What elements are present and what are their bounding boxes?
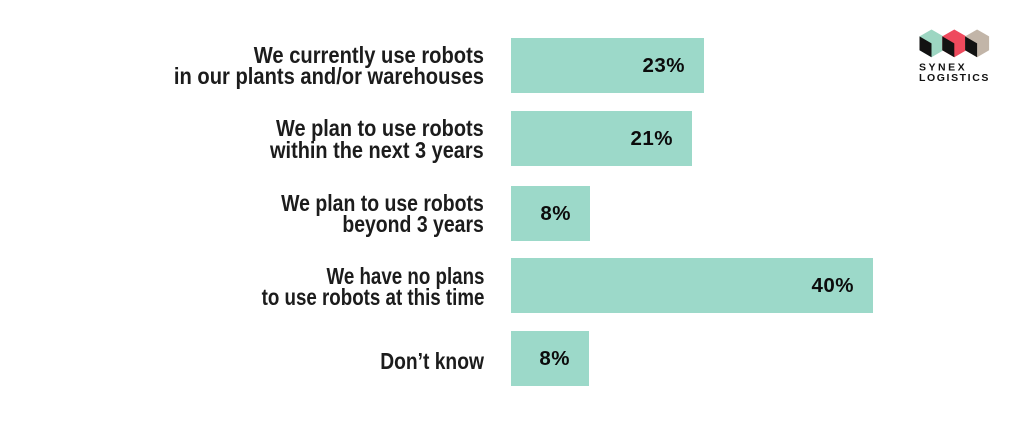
svg-text:SYNEX: SYNEX	[919, 62, 967, 74]
svg-text:LOGISTICS: LOGISTICS	[919, 72, 990, 84]
